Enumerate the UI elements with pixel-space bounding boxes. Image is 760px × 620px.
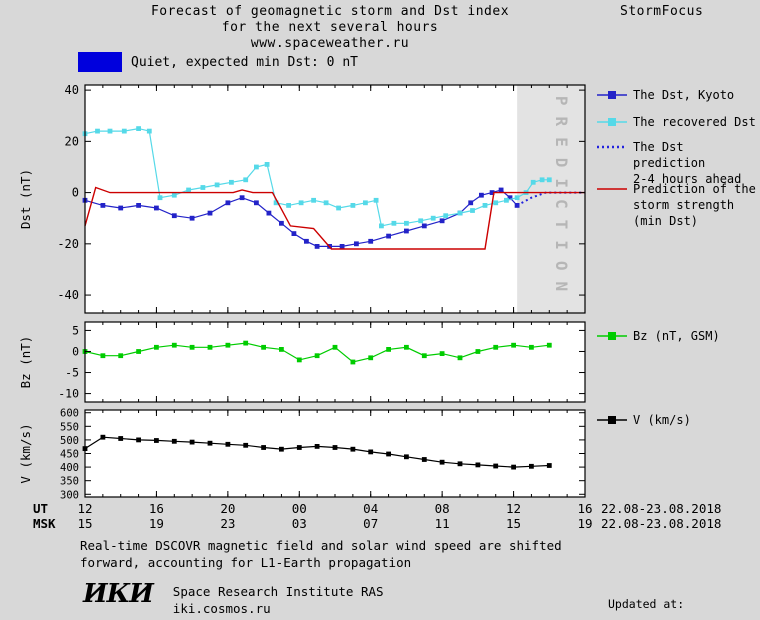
ytick-label: -20	[57, 237, 79, 251]
series-line-dst-3	[84, 186, 585, 250]
iki-logo: ИКИ	[83, 579, 154, 609]
ytick-label: 600	[60, 408, 79, 420]
ytick-label: 550	[60, 421, 79, 433]
ytick-label: -40	[57, 288, 79, 302]
msk-axis-label: MSK	[33, 516, 56, 531]
status-color-swatch	[78, 52, 122, 72]
ytick-label: 5	[72, 323, 79, 337]
plot-bz: 5 0 -5 -10 Bz (nT)	[18, 321, 586, 403]
status-text: Quiet, expected min Dst: 0 nT	[131, 54, 358, 70]
ut-axis-label: UT	[33, 501, 48, 516]
ut-tick-label: 12	[506, 501, 521, 516]
updated-label: Updated at:	[608, 597, 685, 611]
prediction-band	[517, 85, 585, 313]
series-line-dst-1	[84, 127, 550, 227]
ytick-label: 500	[60, 435, 79, 447]
institute-name: Space Research Institute RAS	[172, 584, 384, 599]
msk-tick-label: 23	[220, 516, 235, 531]
ytick-label: -10	[58, 387, 79, 401]
prediction-band-label: PREDICTION	[552, 96, 571, 302]
ytick-label: 40	[65, 83, 79, 97]
yaxis-title-v: V (km/s)	[18, 423, 33, 483]
status-row: Quiet, expected min Dst: 0 nT	[78, 52, 358, 72]
spaceweather-link[interactable]: www.spaceweather.ru	[250, 36, 410, 51]
ut-tick-label: 04	[363, 501, 378, 516]
plots-canvas: PREDICTION 40 20 0 -20 -40 Dst (nT) 5 0 -5 -10 Bz (…	[18, 83, 721, 531]
footer-logo-row: ИКИ Space Research Institute RAS iki.cos…	[83, 580, 384, 617]
title-line-2: for the next several hours	[221, 20, 439, 35]
time-axis: UTMSK1215161920230003040708111215161922.…	[33, 501, 721, 531]
ut-tick-label: 12	[77, 501, 92, 516]
msk-date-range: 22.08-23.08.2018	[601, 516, 721, 531]
ytick-label: 350	[60, 476, 79, 488]
page-header: Forecast of geomagnetic storm and Dst in…	[85, 4, 575, 52]
note-line-2: forward, accounting for L1-Earth propaga…	[80, 554, 412, 570]
ytick-label: 300	[60, 489, 79, 501]
ut-tick-label: 00	[292, 501, 307, 516]
ut-tick-label: 16	[149, 501, 164, 516]
ytick-label: 0	[72, 344, 79, 358]
ytick-label: -5	[65, 366, 79, 380]
ytick-label: 20	[65, 134, 79, 148]
msk-tick-label: 15	[506, 516, 521, 531]
ut-tick-label: 16	[577, 501, 592, 516]
brand-name: StormFocus	[620, 4, 704, 19]
msk-tick-label: 19	[149, 516, 164, 531]
msk-tick-label: 07	[363, 516, 378, 531]
note-line-1: Real-time DSCOVR magnetic field and sola…	[80, 538, 562, 553]
ytick-label: 0	[72, 186, 79, 200]
propagation-note: Real-time DSCOVR magnetic field and sola…	[80, 538, 562, 571]
ytick-label: 450	[60, 449, 79, 461]
title-line-1: Forecast of geomagnetic storm and Dst in…	[150, 4, 510, 19]
yaxis-title-dst: Dst (nT)	[18, 169, 33, 229]
ut-date-range: 22.08-23.08.2018	[601, 501, 721, 516]
ut-tick-label: 08	[435, 501, 450, 516]
msk-tick-label: 11	[435, 516, 450, 531]
ut-tick-label: 20	[220, 501, 235, 516]
yaxis-title-bz: Bz (nT)	[18, 336, 33, 389]
msk-tick-label: 03	[292, 516, 307, 531]
updated-block: Updated at: UT 12:05, 23.08.2018 MSK 15:…	[608, 566, 753, 620]
msk-tick-label: 19	[577, 516, 592, 531]
ytick-label: 400	[60, 462, 79, 474]
plot-dst: PREDICTION 40 20 0 -20 -40 Dst (nT)	[18, 83, 586, 314]
institute-site-link[interactable]: iki.cosmos.ru	[172, 601, 271, 616]
msk-tick-label: 15	[77, 516, 92, 531]
